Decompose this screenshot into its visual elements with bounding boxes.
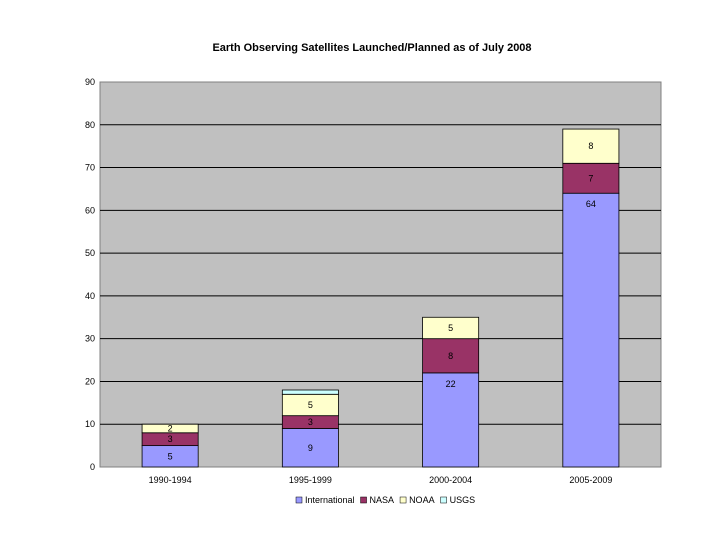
x-axis-ticks: 1990-1994 1995-1999 2000-2004 2005-2009 <box>149 475 613 485</box>
bars <box>141 128 620 468</box>
y-tick-label: 50 <box>85 248 95 258</box>
bar-segment <box>422 338 480 374</box>
bar-segment <box>422 372 480 468</box>
legend-swatch <box>295 496 303 504</box>
y-tick-label: 90 <box>85 77 95 87</box>
y-tick-label: 10 <box>85 419 95 429</box>
data-label: 64 <box>586 199 596 209</box>
data-label: 7 <box>588 173 593 183</box>
y-axis-ticks: 0 10 20 30 40 50 60 70 80 90 <box>85 77 95 472</box>
bar-segment <box>281 389 339 395</box>
data-label: 8 <box>448 351 453 361</box>
data-label: 22 <box>446 379 456 389</box>
legend-label: International <box>305 495 355 505</box>
y-tick-label: 40 <box>85 291 95 301</box>
bar-segment <box>562 162 620 194</box>
y-tick-label: 70 <box>85 163 95 173</box>
y-tick-label: 0 <box>90 462 95 472</box>
x-tick-label: 1990-1994 <box>149 475 192 485</box>
y-tick-label: 20 <box>85 376 95 386</box>
data-label: 2 <box>168 424 173 434</box>
legend-label: USGS <box>450 495 476 505</box>
x-tick-label: 1995-1999 <box>289 475 332 485</box>
y-tick-label: 30 <box>85 334 95 344</box>
chart-title: Earth Observing Satellites Launched/Plan… <box>212 42 531 54</box>
data-label: 3 <box>308 417 313 427</box>
data-label: 3 <box>168 434 173 444</box>
y-tick-label: 60 <box>85 205 95 215</box>
bar-segment <box>141 423 199 434</box>
data-label: 8 <box>588 141 593 151</box>
x-tick-label: 2005-2009 <box>569 475 612 485</box>
data-label: 5 <box>308 400 313 410</box>
data-label: 9 <box>308 443 313 453</box>
data-label: 5 <box>168 451 173 461</box>
bar-segment <box>562 128 620 164</box>
legend-swatch <box>399 496 407 504</box>
legend: International NASA NOAA USGS <box>295 495 476 505</box>
legend-label: NOAA <box>409 495 435 505</box>
bar-segment <box>281 428 339 468</box>
bar-segment <box>422 316 480 340</box>
legend-swatch <box>360 496 367 504</box>
bar-segment <box>562 192 620 468</box>
legend-label: NASA <box>370 495 395 505</box>
data-label: 5 <box>448 323 453 333</box>
x-tick-label: 2000-2004 <box>429 475 472 485</box>
y-tick-label: 80 <box>85 120 95 130</box>
legend-swatch <box>440 496 447 504</box>
